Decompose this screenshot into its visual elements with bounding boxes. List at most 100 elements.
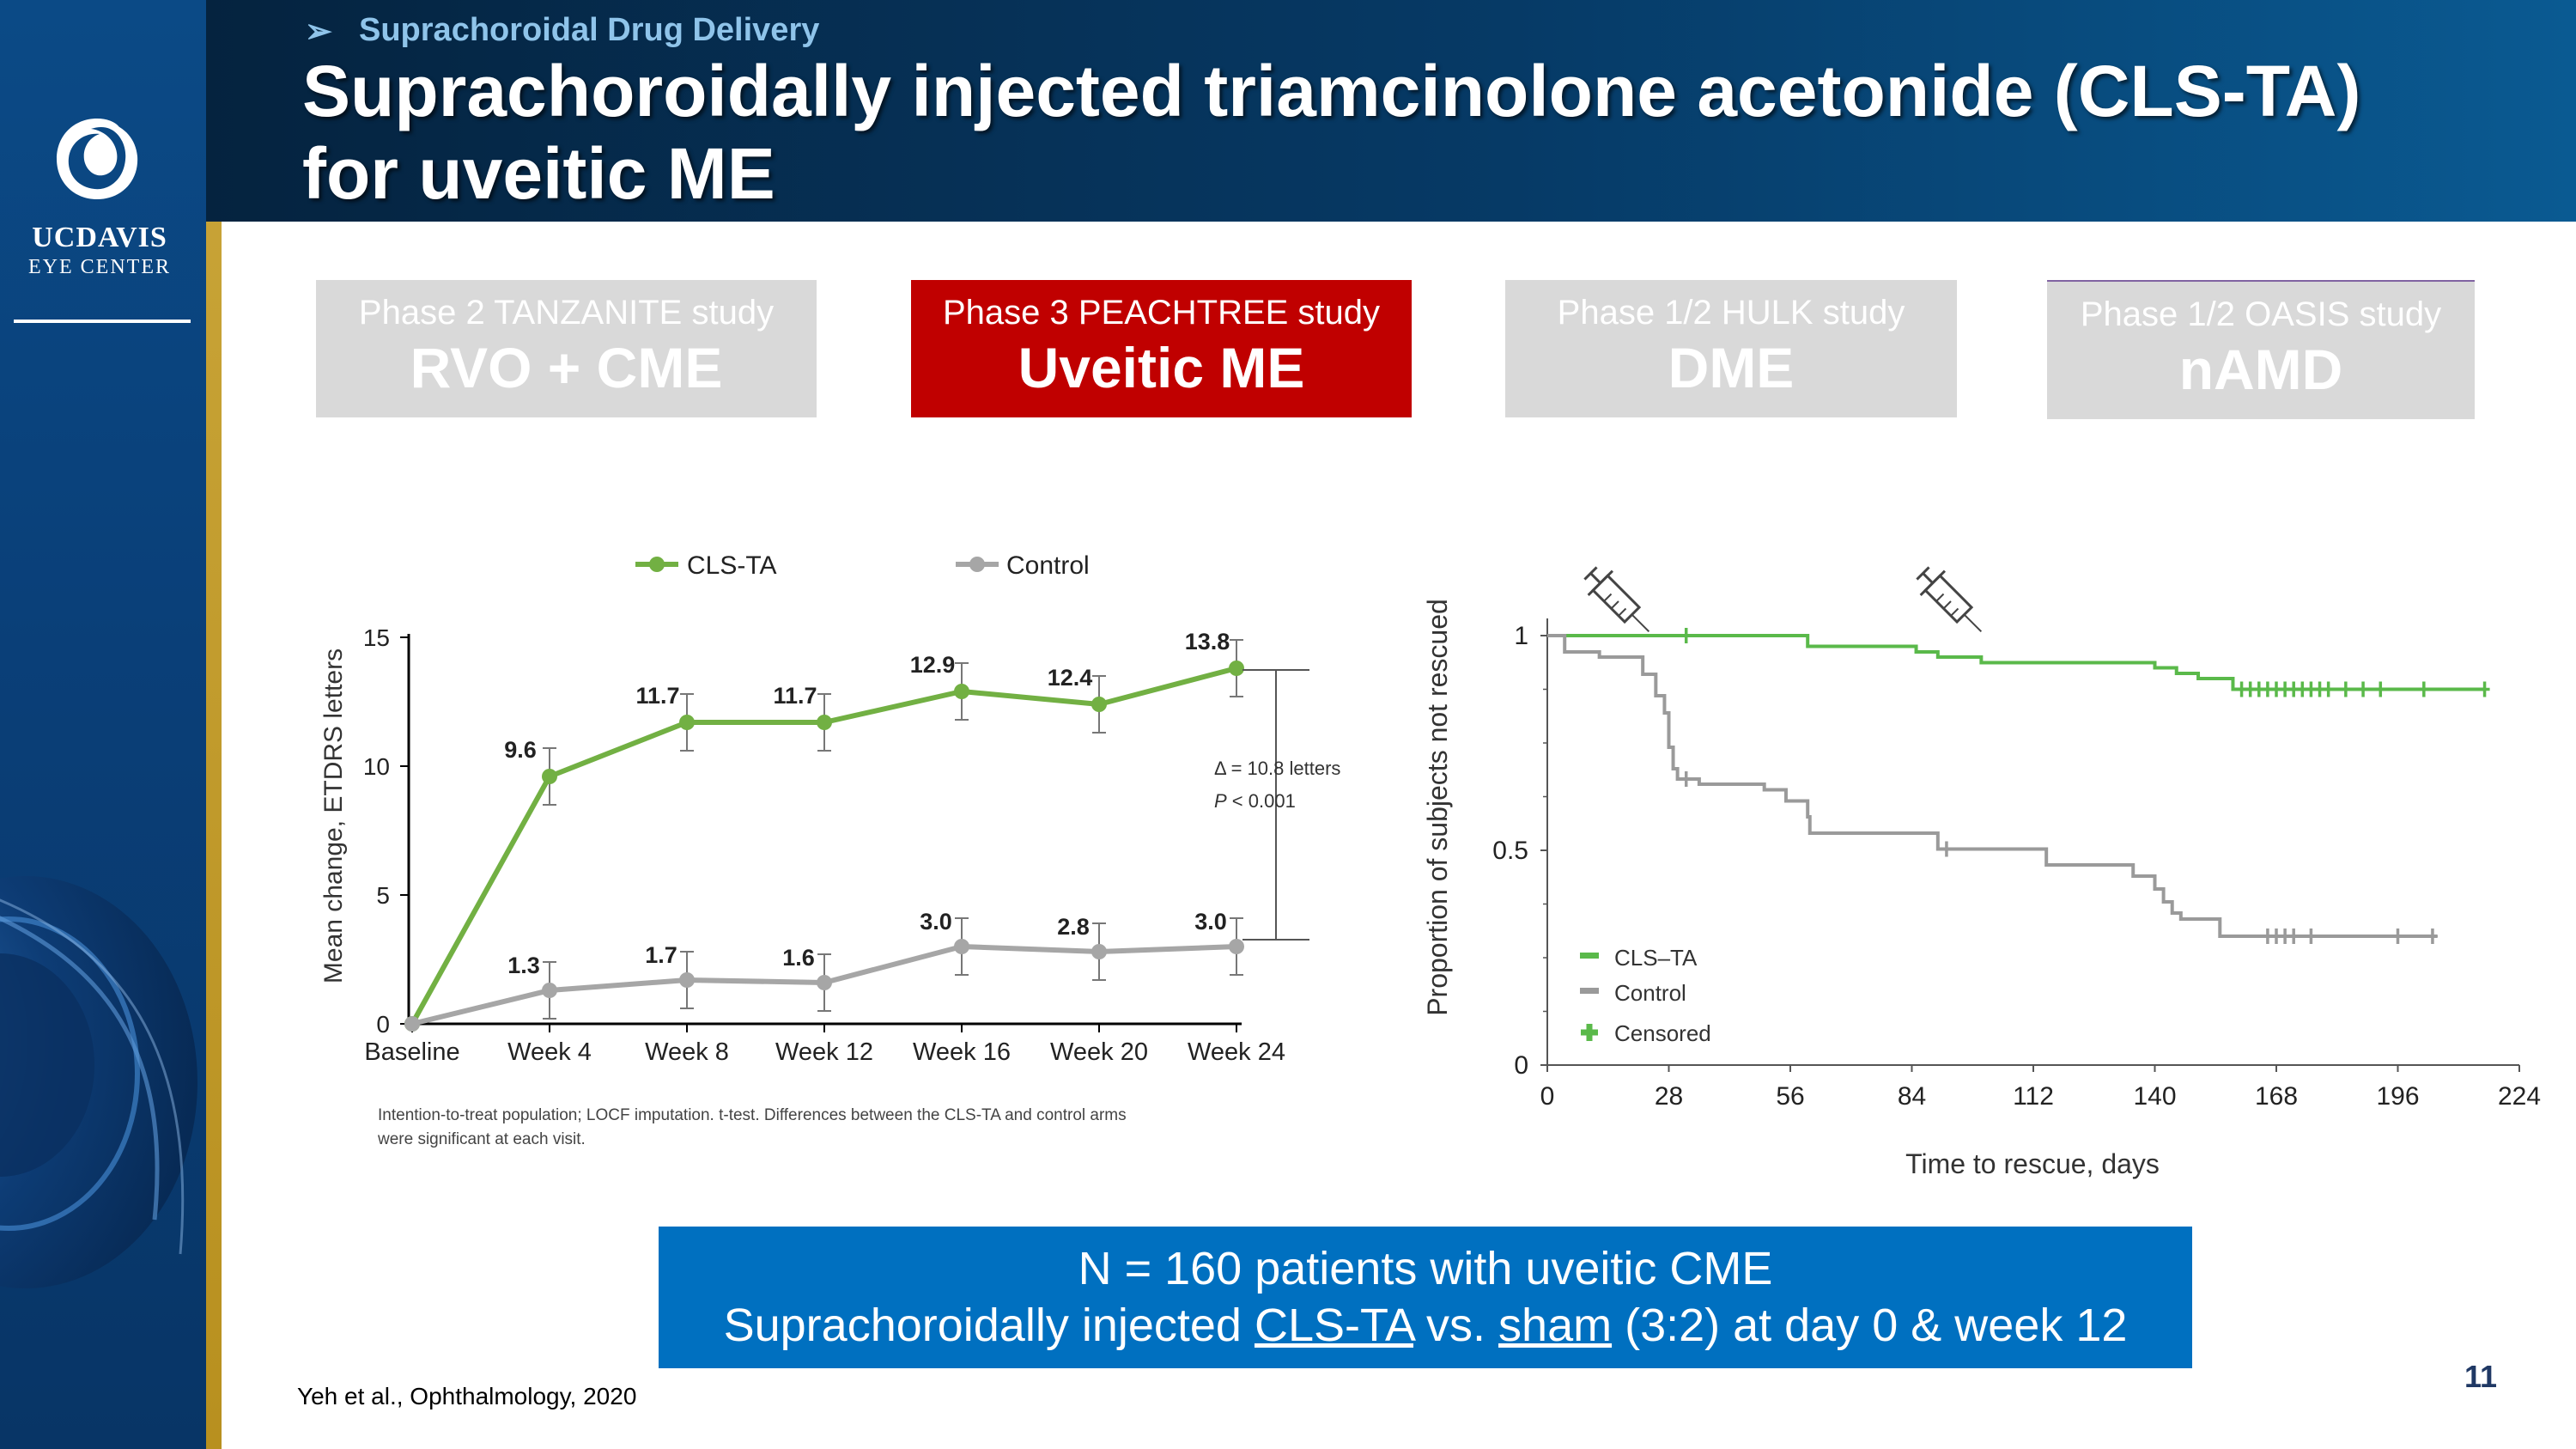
data-label: 3.0 xyxy=(1194,909,1227,935)
data-point xyxy=(1229,939,1244,954)
data-label: 1.6 xyxy=(782,945,815,971)
censored-marker xyxy=(2297,681,2308,697)
time-to-rescue-km-chart: 0 0.5 1 0 28 56 84 112 140 168 196 224 CLS–TA Contr… xyxy=(1422,566,2541,1179)
study-indication: DME xyxy=(1668,336,1795,399)
data-point xyxy=(1229,661,1244,676)
censored-marker xyxy=(2262,928,2273,944)
section-subtitle: Suprachoroidal Drug Delivery xyxy=(359,12,820,48)
data-point xyxy=(404,1016,420,1032)
censored-marker xyxy=(2271,681,2281,697)
delta-annotation: Δ = 10.8 letters P < 0.001 xyxy=(1214,669,1340,941)
page-number: 11 xyxy=(2464,1359,2498,1394)
study-name: Phase 3 PEACHTREE study xyxy=(942,294,1381,332)
censored-marker xyxy=(1941,841,1952,857)
censored-marker xyxy=(2288,928,2300,944)
logo-subtitle: EYE CENTER xyxy=(28,256,171,278)
censored-marker xyxy=(2236,681,2247,697)
chart2-x-tick-label: 168 xyxy=(2255,1082,2298,1111)
legend-label-censored: Censored xyxy=(1614,1020,1711,1046)
slide-title: Suprachoroidally injected triamcinolone … xyxy=(302,50,2552,215)
bcva-line-chart: 0 5 10 15 Baseline Week 4 Week 8 Week 12 Week 16… xyxy=(319,551,1340,1148)
chart2-legend: CLS–TA Control Censored xyxy=(1580,945,1711,1046)
data-point xyxy=(954,684,969,699)
subtitle-bullet-icon: ➢ xyxy=(305,14,332,50)
censored-marker xyxy=(2288,681,2300,697)
chart2-y-axis-label: Proportion of subjects not rescued xyxy=(1422,599,1453,1016)
data-point xyxy=(817,975,832,990)
legend-censored-marker xyxy=(1581,1024,1598,1041)
censored-marker xyxy=(2306,928,2317,944)
study-indication: RVO + CME xyxy=(410,336,723,399)
data-point xyxy=(679,972,695,988)
summary-line2: Suprachoroidally injected CLS-TA vs. sha… xyxy=(723,1300,2128,1351)
chart2-y-tick-label: 0 xyxy=(1514,1051,1528,1080)
study-name: Phase 1/2 HULK study xyxy=(1557,294,1905,332)
legend-label-control: Control xyxy=(1614,980,1686,1006)
chart2-x-tick-label: 224 xyxy=(2498,1082,2541,1111)
data-label: 2.8 xyxy=(1057,914,1090,940)
logo-swirl-icon xyxy=(57,119,138,199)
data-label: 11.7 xyxy=(773,683,817,709)
data-label: 13.8 xyxy=(1185,629,1230,654)
chart2-x-axis-label: Time to rescue, days xyxy=(1905,1148,2160,1179)
legend-marker-clsta xyxy=(649,557,665,572)
chart1-y-tick-label: 10 xyxy=(363,753,390,780)
chart1-y-tick-label: 5 xyxy=(376,882,390,909)
chart2-axes: 0 0.5 1 0 28 56 84 112 140 168 196 224 xyxy=(1492,618,2541,1111)
censored-marker xyxy=(2262,681,2273,697)
chart2-y-tick-label: 1 xyxy=(1514,622,1528,650)
summary-line1: N = 160 patients with uveitic CME xyxy=(1078,1243,1773,1294)
censored-marker xyxy=(1680,628,1692,643)
censored-marker xyxy=(2479,681,2490,697)
slide-title-line1: Suprachoroidally injected triamcinolone … xyxy=(302,51,2361,131)
study-oasis: Phase 1/2 OASIS study nAMD xyxy=(2047,280,2475,419)
censored-marker xyxy=(2271,928,2281,944)
censored-marker xyxy=(2418,681,2429,697)
eye-illustration-icon xyxy=(0,876,197,1288)
header-banner xyxy=(206,0,2576,222)
chart2-y-tick-label: 0.5 xyxy=(1492,837,1528,865)
chart1-x-tick-label: Week 8 xyxy=(645,1038,729,1066)
chart1-x-tick-label: Week 24 xyxy=(1188,1038,1285,1066)
study-name: Phase 1/2 OASIS study xyxy=(2080,295,2442,333)
data-label: 9.6 xyxy=(504,737,537,763)
censored-marker xyxy=(2340,681,2351,697)
chart1-x-tick-label: Week 12 xyxy=(775,1038,873,1066)
study-indication: Uveitic ME xyxy=(1018,336,1305,399)
censored-marker xyxy=(2323,681,2334,697)
p-value-label: P < 0.001 xyxy=(1214,790,1296,812)
chart1-axes: 0 5 10 15 Baseline Week 4 Week 8 Week 12 Week 16… xyxy=(363,624,1285,1066)
sidebar: UCDAVIS EYE CENTER xyxy=(0,0,206,1449)
data-label: 3.0 xyxy=(920,909,952,935)
chart1-labels: 9.6 11.7 11.7 12.9 12.4 13.8 1.3 1.7 1.6 3.0 2.8 3.… xyxy=(504,629,1230,978)
censored-marker xyxy=(2245,681,2256,697)
chart1-y-tick-label: 15 xyxy=(363,624,390,651)
delta-label: Δ = 10.8 letters xyxy=(1214,758,1340,779)
censored-marker xyxy=(1680,771,1692,787)
data-point xyxy=(679,715,695,730)
chart1-x-tick-label: Week 20 xyxy=(1050,1038,1148,1066)
km-curve-control xyxy=(1547,634,2437,938)
slide-title-line2: for uveitic ME xyxy=(302,133,775,214)
censored-marker xyxy=(2358,681,2369,697)
censored-marker xyxy=(2280,681,2291,697)
data-point xyxy=(1091,944,1107,959)
syringe-icon xyxy=(1916,566,1983,633)
sidebar-accent-stripe xyxy=(206,0,222,1449)
data-label: 1.3 xyxy=(507,953,540,978)
chart1-x-tick-label: Week 4 xyxy=(507,1038,592,1066)
legend-marker-control xyxy=(969,557,985,572)
data-point xyxy=(1091,697,1107,712)
chart2-x-tick-label: 196 xyxy=(2376,1082,2419,1111)
study-tanzanite: Phase 2 TANZANITE study RVO + CME xyxy=(316,280,817,417)
data-point xyxy=(817,715,832,730)
chart1-y-axis-label: Mean change, ETDRS letters xyxy=(319,648,348,983)
chart2-x-tick-label: 140 xyxy=(2133,1082,2176,1111)
data-label: 1.7 xyxy=(645,942,677,968)
chart1-footnote-line2: were significant at each visit. xyxy=(377,1130,586,1148)
chart1-legend: CLS-TA Control xyxy=(635,551,1090,580)
study-name: Phase 2 TANZANITE study xyxy=(358,294,775,332)
data-point xyxy=(954,939,969,954)
data-label: 12.4 xyxy=(1048,665,1093,691)
chart2-series xyxy=(1547,628,2490,944)
